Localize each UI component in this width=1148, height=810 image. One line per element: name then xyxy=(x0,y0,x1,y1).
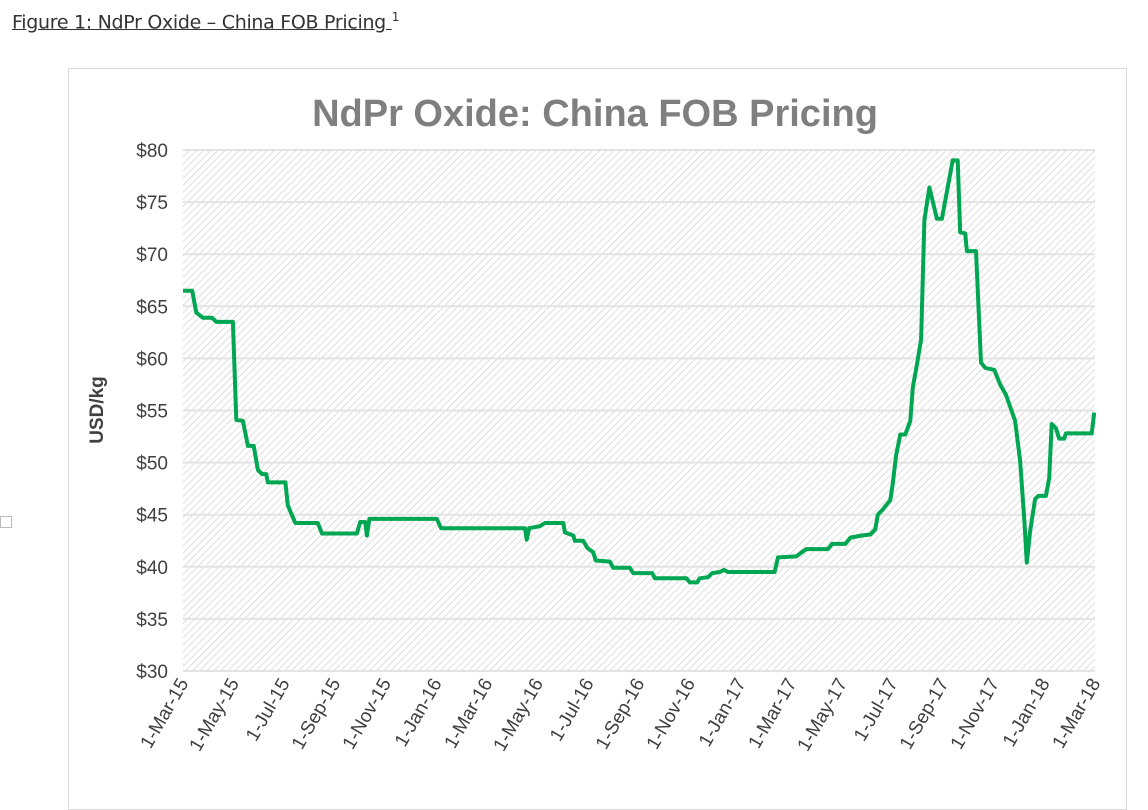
x-tick-label: 1-Mar-18 xyxy=(1049,675,1106,752)
y-tick-label: $50 xyxy=(136,454,168,475)
y-tick-label: $30 xyxy=(136,662,168,683)
y-tick-label: $55 xyxy=(136,402,168,423)
chart-title: NdPr Oxide: China FOB Pricing xyxy=(312,93,878,135)
x-tick-label: 1-Sep-17 xyxy=(896,675,953,753)
footnote-marker: 1 xyxy=(391,10,400,24)
x-tick-label: 1-Jul-17 xyxy=(850,675,903,745)
x-tick-label: 1-Jul-15 xyxy=(242,675,295,745)
y-tick-label: $75 xyxy=(136,193,168,214)
x-tick-label: 1-Sep-16 xyxy=(592,675,649,753)
x-tick-label: 1-Jan-16 xyxy=(391,675,447,750)
x-tick-label: 1-Mar-15 xyxy=(137,675,194,752)
x-tick-label: 1-Jul-16 xyxy=(546,675,599,745)
figure-caption: Figure 1: NdPr Oxide – China FOB Pricing… xyxy=(12,10,399,33)
x-tick-label: 1-May-17 xyxy=(794,675,852,755)
y-tick-label: $70 xyxy=(136,245,168,266)
anchor-marker xyxy=(0,516,12,528)
y-tick-label: $80 xyxy=(136,141,168,162)
y-tick-label: $65 xyxy=(136,297,168,318)
x-tick-label: 1-May-15 xyxy=(186,675,244,755)
y-tick-label: $40 xyxy=(136,558,168,579)
y-axis-label: USD/kg xyxy=(87,376,108,444)
y-tick-label: $35 xyxy=(136,610,168,631)
x-tick-label: 1-Nov-15 xyxy=(339,675,396,753)
x-tick-label: 1-Nov-17 xyxy=(947,675,1004,753)
x-tick-label: 1-Nov-16 xyxy=(643,675,700,753)
x-tick-label: 1-Sep-15 xyxy=(288,675,345,753)
x-tick-label: 1-May-16 xyxy=(490,675,548,755)
y-tick-label: $45 xyxy=(136,506,168,527)
price-series-line xyxy=(183,158,1097,585)
x-tick-label: 1-Mar-16 xyxy=(441,675,498,752)
caption-text: Figure 1: NdPr Oxide – China FOB Pricing xyxy=(12,11,386,34)
x-tick-label: 1-Jan-18 xyxy=(999,675,1055,750)
x-tick-label: 1-Jan-17 xyxy=(695,675,751,750)
x-tick-label: 1-Mar-17 xyxy=(745,675,802,752)
y-tick-label: $60 xyxy=(136,349,168,370)
